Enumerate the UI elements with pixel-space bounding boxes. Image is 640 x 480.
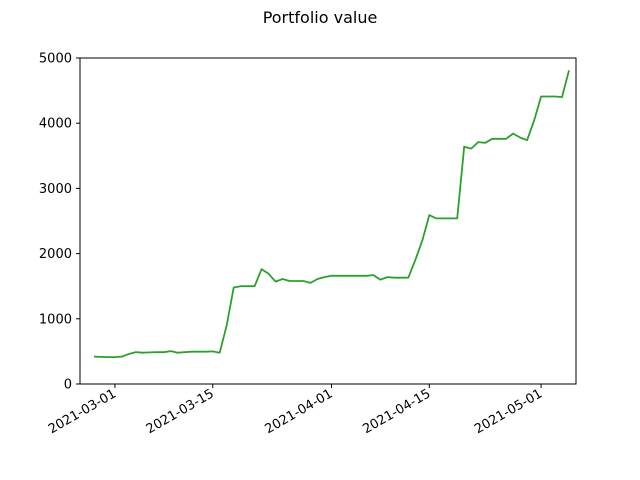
x-tick-label: 2021-03-01	[46, 386, 119, 437]
series-line	[93, 70, 570, 359]
x-axis: 2021-03-01 2021-03-15 2021-04-01 2021-04-15…	[46, 384, 545, 437]
x-tick-label: 2021-04-01	[263, 386, 336, 437]
chart-title: Portfolio value	[263, 8, 378, 27]
y-tick-label: 1000	[39, 312, 72, 327]
y-tick-label: 5000	[39, 52, 72, 67]
y-tick-label: 3000	[39, 182, 72, 197]
x-tick-label: 2021-03-15	[144, 386, 217, 437]
y-axis: 0 1000 2000 3000 4000 5000	[39, 52, 80, 393]
y-tick-label: 4000	[39, 117, 72, 132]
x-tick-label: 2021-05-01	[472, 386, 545, 437]
y-tick-label: 0	[64, 378, 72, 393]
x-tick-label: 2021-04-15	[360, 386, 433, 437]
y-tick-label: 2000	[39, 247, 72, 262]
plot-frame	[79, 57, 577, 385]
series-layer	[93, 70, 570, 359]
